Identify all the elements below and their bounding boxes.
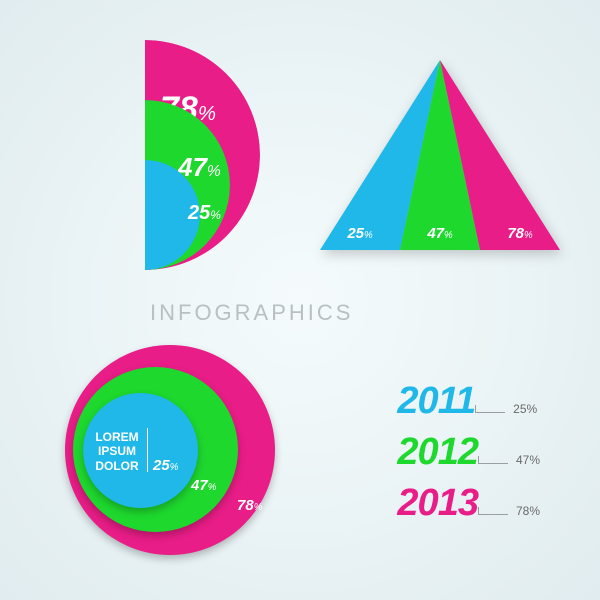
year-list: 201125% 201247% 201378% (397, 380, 540, 533)
triangle-label: 47% (400, 225, 480, 242)
year-row: 201247% (397, 431, 540, 474)
year-value: 2012 (397, 431, 478, 474)
year-pct: 78% (478, 504, 540, 518)
triangle-chart (320, 60, 560, 250)
arc-slice (90, 160, 200, 270)
circle-chart: 78% 47% 25% LOREM IPSUM DOLOR (65, 345, 275, 555)
circle-text: LOREM IPSUM DOLOR (87, 430, 147, 473)
year-pct: 25% (475, 402, 537, 416)
arc-label: 25% (188, 202, 221, 225)
year-value: 2013 (397, 482, 478, 525)
triangle-labels: 25%47%78% (320, 225, 560, 242)
circle-label: 78% (237, 497, 262, 514)
year-row: 201378% (397, 482, 540, 525)
page-title: INFOGRAPHICS (150, 300, 353, 326)
year-row: 201125% (397, 380, 540, 423)
triangle-label: 25% (320, 225, 400, 242)
circle-label: 47% (191, 477, 216, 494)
arc-chart: 78%47%25% (30, 40, 290, 280)
year-pct: 47% (478, 453, 540, 467)
year-value: 2011 (397, 380, 475, 423)
circle-label: 25% (153, 457, 178, 474)
triangle-label: 78% (480, 225, 560, 242)
